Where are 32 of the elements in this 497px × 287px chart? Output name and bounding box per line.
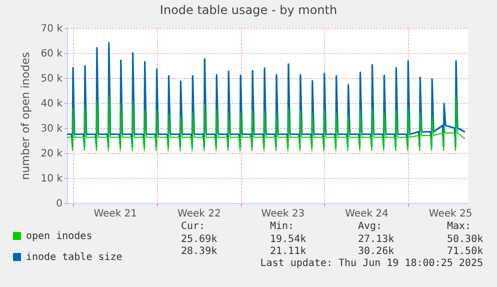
y-tick-label: 0: [56, 198, 62, 210]
legend-label: inode table size: [26, 252, 122, 263]
x-tick-label: Week 24: [345, 208, 388, 220]
y-tick-label: 60 k: [40, 48, 63, 60]
text: Cur:: [181, 221, 206, 233]
x-tick-label: Week 23: [261, 208, 305, 220]
x-tick-label: Week 21: [94, 208, 138, 220]
text: 27.13k: [358, 234, 394, 246]
line-series: [67, 95, 466, 151]
line-series: [67, 42, 466, 148]
legend-label: open inodes: [26, 231, 92, 242]
text: 25.69k: [181, 234, 218, 246]
text: Max:: [447, 221, 472, 233]
text: 30.26k: [358, 246, 394, 258]
y-tick-label: 50 k: [40, 74, 63, 84]
chart-title: Inode table usage - by month: [160, 3, 338, 17]
y-tick-label: 30 k: [40, 124, 63, 134]
text: 28.39k: [181, 246, 218, 258]
text: 71.50k: [447, 246, 484, 258]
text: 21.11k: [270, 246, 306, 258]
y-tick-label: 70 k: [40, 24, 63, 34]
text: Min:: [270, 221, 294, 233]
y-tick-label: 10 k: [40, 174, 63, 184]
text: 50.30k: [447, 234, 484, 246]
text: 19.54k: [270, 234, 306, 246]
x-tick-label: Week 25: [428, 208, 472, 220]
text: Avg:: [358, 221, 382, 233]
y-tick-label: 40 k: [40, 98, 63, 110]
text: Last update: Thu Jun 19 18:00:25 2025: [260, 258, 483, 270]
y-axis-title: number of open inodes: [18, 52, 32, 180]
y-tick-label: 20 k: [40, 148, 63, 160]
x-tick-label: Week 22: [178, 208, 221, 220]
